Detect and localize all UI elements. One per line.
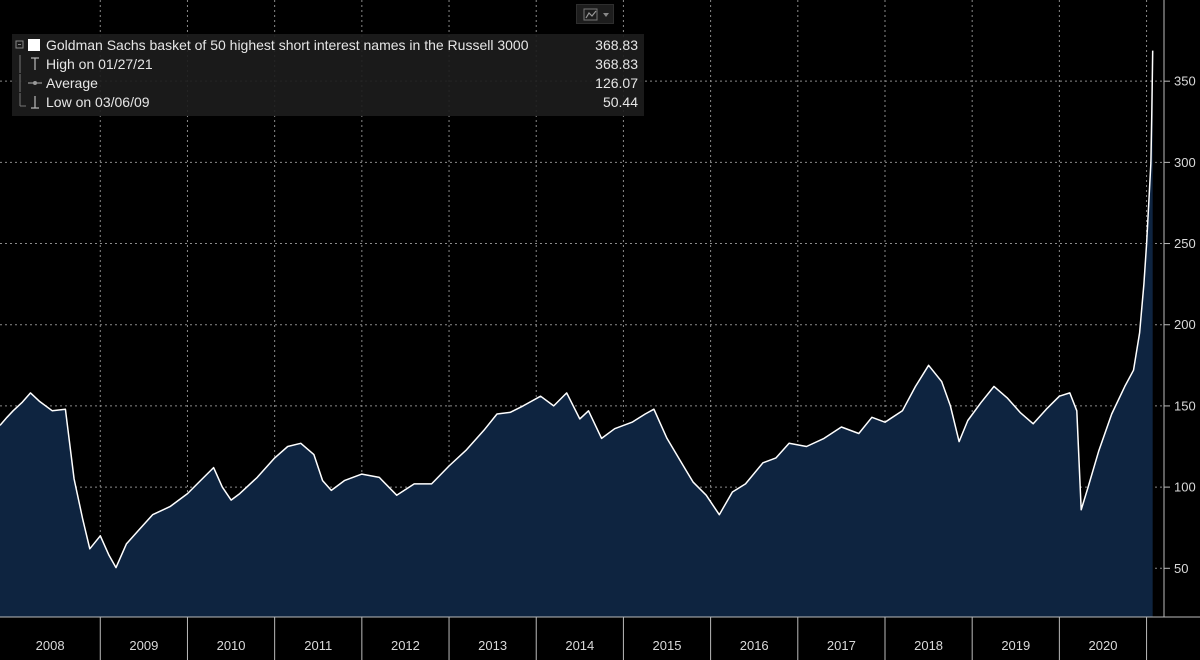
legend-average-value: 126.07 [595,75,638,91]
legend-low-value: 50.44 [602,94,638,110]
x-tick-labels: 2008 2009 2010 2011 2012 2013 2014 2015 2016 2017… [36,638,1118,653]
x-tick-label: 2010 [217,638,246,653]
legend-item-series: Goldman Sachs basket of 50 highest short… [12,36,644,54]
x-tick-label: 2011 [304,638,332,653]
chart-type-button[interactable] [576,4,614,24]
caret-down-icon[interactable] [603,13,609,17]
x-tick-label: 2016 [740,638,769,653]
high-marker-icon [19,55,39,73]
legend-high-value: 368.83 [595,56,638,72]
legend-item-low: Low on 03/06/09 50.44 [12,93,644,111]
series-line [0,50,1154,569]
x-tick-label: 2020 [1089,638,1118,653]
y-tick-label: 100 [1174,480,1196,495]
y-tick-label: 50 [1174,561,1188,576]
white-square-icon [15,39,40,51]
low-marker-icon [19,93,39,109]
legend-series-value: 368.83 [595,37,638,53]
y-tick-label: 250 [1174,236,1196,251]
x-tick-label: 2015 [653,638,682,653]
x-tick-label: 2008 [36,638,65,653]
legend-item-average: Average 126.07 [12,74,644,92]
y-tick-label: 350 [1174,74,1196,89]
y-tick-labels: 50 100 150 200 250 300 350 [1174,74,1196,576]
series-area-fill [0,50,1153,618]
x-tick-label: 2013 [478,638,507,653]
x-tick-label: 2017 [827,638,856,653]
x-tick-label: 2018 [914,638,943,653]
average-line-icon [19,74,42,92]
series-area [0,50,1154,618]
x-tick-label: 2009 [129,638,158,653]
legend-low-label: Low on 03/06/09 [46,94,150,110]
y-tick-label: 300 [1174,155,1196,170]
legend-high-label: High on 01/27/21 [46,56,153,72]
x-tick-label: 2012 [391,638,420,653]
legend-average-label: Average [46,75,98,91]
y-tick-label: 150 [1174,398,1196,413]
legend-series-name: Goldman Sachs basket of 50 highest short… [46,37,529,53]
chart-legend: Goldman Sachs basket of 50 highest short… [12,34,644,116]
line-chart-icon [583,8,609,21]
y-tick-label: 200 [1174,317,1196,332]
x-tick-label: 2014 [565,638,594,653]
x-tick-label: 2019 [1001,638,1030,653]
legend-item-high: High on 01/27/21 368.83 [12,55,644,73]
